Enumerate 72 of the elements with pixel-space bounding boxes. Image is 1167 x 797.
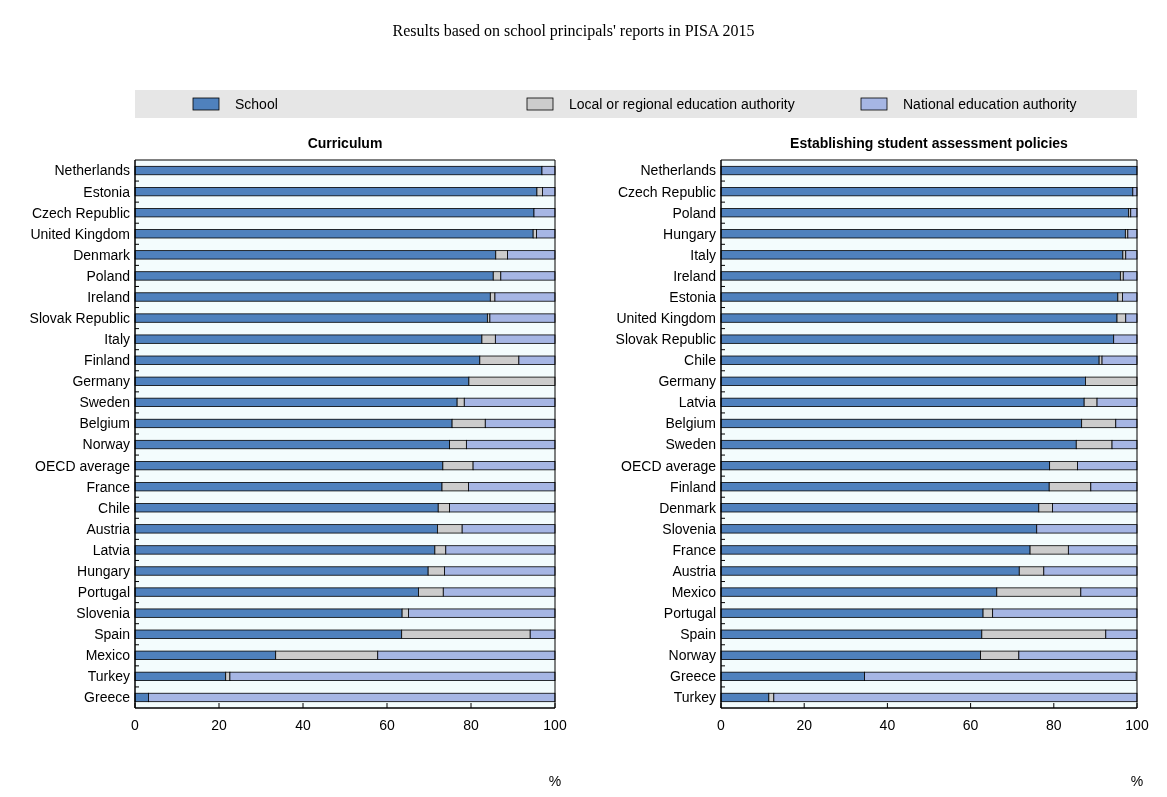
y-tick-label: OECD average (621, 457, 717, 474)
y-tick-label: Belgium (79, 415, 130, 432)
chart-title: Curriculum (307, 135, 383, 151)
legend-label: National education authority (903, 95, 1077, 112)
y-tick-label: Slovenia (76, 605, 131, 622)
y-tick-label: Portugal (77, 583, 130, 600)
y-tick-label: Estonia (83, 183, 131, 200)
y-tick-label: Latvia (678, 394, 717, 411)
x-axis-title: % (1130, 773, 1144, 789)
y-tick-label: Turkey (673, 689, 716, 706)
y-tick-label: Portugal (663, 605, 716, 622)
y-tick-label: Czech Republic (617, 183, 716, 200)
y-tick-label: Mexico (85, 647, 131, 664)
y-tick-label: Greece (84, 689, 131, 706)
y-tick-label: Italy (690, 246, 716, 263)
y-tick-label: Sweden (665, 436, 716, 453)
chart-title: Establishing student assessment policies (790, 135, 1069, 151)
y-tick-label: United Kingdom (616, 309, 716, 326)
x-tick-label: 100 (543, 717, 567, 733)
x-tick-label: 0 (131, 717, 140, 733)
y-tick-label: Denmark (73, 246, 131, 263)
y-tick-label: Ireland (87, 288, 130, 305)
y-tick-label: Chile (98, 499, 131, 516)
y-tick-label: Ireland (673, 267, 716, 284)
y-tick-label: Germany (658, 373, 716, 390)
y-tick-label: Slovak Republic (615, 331, 716, 348)
y-tick-label: Mexico (671, 583, 717, 600)
y-tick-label: Austria (86, 520, 131, 537)
y-tick-label: Spain (94, 626, 130, 643)
y-tick-label: Slovenia (662, 520, 717, 537)
y-tick-label: Greece (670, 668, 717, 685)
x-tick-label: 40 (879, 717, 896, 733)
y-tick-label: Sweden (79, 394, 130, 411)
y-tick-label: Poland (86, 267, 130, 284)
y-tick-label: France (86, 478, 131, 495)
y-tick-label: Belgium (665, 415, 716, 432)
y-tick-label: Denmark (659, 499, 717, 516)
chart-subtitle: Results based on school principals' reports in PISA 2015 (392, 22, 755, 40)
y-tick-label: Austria (672, 562, 717, 579)
y-tick-label: Norway (668, 647, 716, 664)
y-tick-label: Hungary (663, 225, 716, 242)
x-tick-label: 60 (379, 717, 395, 733)
y-tick-label: United Kingdom (30, 225, 130, 242)
y-tick-label: OECD average (35, 457, 131, 474)
y-tick-label: Turkey (87, 668, 130, 685)
y-tick-label: Finland (670, 478, 716, 495)
y-tick-label: Netherlands (640, 162, 716, 179)
x-tick-label: 0 (717, 717, 726, 733)
x-tick-label: 20 (211, 717, 227, 733)
y-tick-label: Chile (684, 352, 717, 369)
y-tick-label: Spain (680, 626, 716, 643)
y-tick-label: Poland (672, 204, 716, 221)
legend-label: Local or regional education authority (569, 95, 795, 112)
y-tick-label: Slovak Republic (29, 309, 130, 326)
x-tick-label: 80 (463, 717, 479, 733)
y-tick-label: Norway (82, 436, 130, 453)
y-tick-label: Finland (84, 352, 130, 369)
y-tick-label: Netherlands (54, 162, 130, 179)
y-tick-label: Czech Republic (31, 204, 130, 221)
x-tick-label: 40 (295, 717, 311, 733)
legend-label: School (235, 95, 278, 112)
x-tick-label: 80 (1046, 717, 1062, 733)
y-tick-label: Estonia (669, 288, 717, 305)
x-tick-label: 20 (796, 717, 813, 733)
x-axis-title: % (548, 773, 562, 789)
y-tick-label: Latvia (92, 541, 131, 558)
y-tick-label: Germany (72, 373, 130, 390)
y-tick-label: France (672, 541, 717, 558)
y-tick-label: Hungary (77, 562, 130, 579)
y-tick-label: Italy (104, 331, 130, 348)
x-tick-label: 100 (1125, 717, 1149, 733)
x-tick-label: 60 (962, 717, 979, 733)
